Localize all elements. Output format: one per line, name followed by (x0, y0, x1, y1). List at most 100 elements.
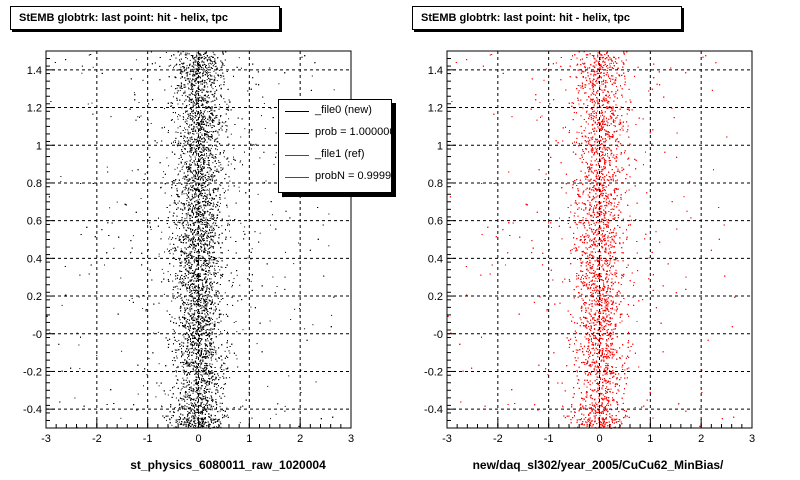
data-point (194, 420, 196, 422)
data-point (207, 263, 209, 264)
data-point (172, 280, 174, 282)
data-point (230, 236, 232, 238)
data-point (183, 383, 185, 385)
data-point (204, 174, 206, 176)
data-point (180, 53, 182, 55)
data-point (179, 393, 181, 395)
data-point (186, 402, 188, 404)
data-point (200, 96, 202, 98)
data-point (178, 400, 180, 402)
data-point (212, 230, 214, 232)
data-point (191, 264, 192, 266)
data-point (212, 342, 214, 344)
data-point (205, 243, 207, 245)
data-point (126, 179, 128, 181)
data-point (210, 84, 212, 86)
data-point (220, 331, 221, 333)
data-point (220, 116, 221, 118)
data-point (194, 297, 196, 299)
data-point (192, 206, 194, 207)
data-point (201, 144, 203, 146)
data-point (219, 406, 221, 408)
data-point (207, 167, 209, 169)
data-point (187, 190, 189, 192)
data-point (182, 165, 184, 167)
data-point (236, 331, 238, 333)
data-point (221, 65, 223, 67)
data-point (192, 315, 194, 317)
data-point (201, 333, 202, 335)
data-point (212, 213, 214, 215)
data-point (212, 247, 214, 249)
data-point (192, 128, 194, 130)
data-point (211, 93, 213, 95)
data-point (211, 203, 213, 204)
data-point (210, 327, 212, 329)
data-point (220, 426, 222, 428)
data-point (179, 90, 181, 92)
data-point (196, 207, 198, 209)
data-point (208, 423, 210, 425)
data-point (210, 125, 212, 127)
data-point (183, 314, 185, 316)
data-point (207, 111, 209, 113)
data-point (184, 259, 186, 261)
data-point (208, 120, 210, 122)
data-point (172, 253, 174, 255)
data-point (195, 61, 197, 63)
data-point (220, 76, 222, 78)
data-point (215, 115, 217, 117)
data-point (197, 167, 198, 169)
data-point (200, 325, 202, 327)
data-point (187, 273, 189, 275)
data-point (206, 79, 208, 81)
data-point (186, 161, 188, 163)
data-point (200, 381, 202, 383)
data-point (220, 266, 222, 268)
data-point (186, 385, 188, 387)
data-point (161, 231, 163, 233)
data-point (197, 389, 199, 390)
data-point (193, 75, 195, 77)
data-point (198, 387, 200, 389)
data-point (189, 217, 191, 219)
data-point (172, 293, 174, 295)
data-point (199, 362, 201, 364)
data-point (198, 97, 200, 99)
data-point (191, 162, 193, 164)
data-point (177, 288, 179, 290)
data-point (222, 375, 224, 377)
data-point (150, 229, 152, 230)
data-point (200, 363, 202, 365)
data-point (219, 395, 221, 397)
data-point (178, 282, 180, 284)
data-point (183, 369, 185, 371)
data-point (257, 193, 259, 195)
data-point (206, 372, 208, 374)
data-point (226, 103, 228, 105)
data-point (197, 136, 199, 138)
data-point (164, 251, 165, 253)
data-point (217, 69, 219, 71)
data-point (189, 330, 191, 332)
data-point (201, 370, 202, 372)
data-point (219, 367, 221, 369)
data-point (173, 65, 175, 67)
data-point (202, 104, 204, 105)
data-point (189, 78, 191, 80)
data-point (199, 116, 200, 118)
data-point (210, 168, 212, 170)
series-points (46, 51, 343, 429)
data-point (182, 66, 184, 68)
data-point (201, 215, 203, 217)
data-point (194, 105, 196, 106)
data-point (199, 165, 201, 167)
data-point (199, 334, 201, 336)
data-point (299, 308, 300, 309)
data-point (186, 406, 188, 408)
data-point (192, 133, 194, 135)
data-point (189, 124, 190, 126)
data-point (197, 276, 199, 277)
data-point (214, 224, 216, 226)
data-point (176, 144, 178, 146)
